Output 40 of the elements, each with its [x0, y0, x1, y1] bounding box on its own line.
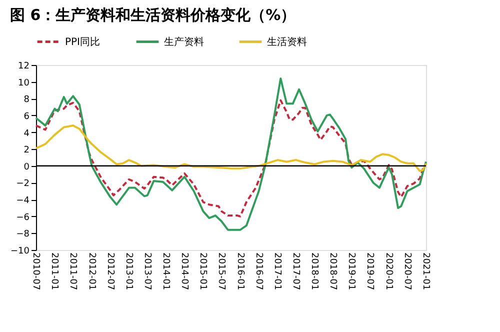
y-tick-label: 10: [18, 78, 30, 88]
legend-label: 生活资料: [267, 36, 307, 48]
y-tick-label: −2: [16, 179, 30, 190]
y-tick-label: 0: [24, 162, 30, 172]
x-tick-label: 2015-01: [198, 252, 208, 290]
legend-label: 生产资料: [164, 36, 204, 48]
y-tick-label: −6: [16, 212, 30, 223]
y-tick-label: 6: [24, 112, 30, 122]
x-tick-label: 2020-07: [402, 252, 412, 290]
y-tick-label: −10: [10, 246, 30, 256]
x-tick-label: 2013-01: [124, 252, 134, 290]
y-tick-label: 4: [24, 128, 30, 139]
x-tick-label: 2017-01: [272, 252, 282, 290]
x-tick-label: 2019-07: [364, 252, 375, 290]
x-tick-label: 2017-07: [290, 252, 300, 290]
x-tick-label: 2016-01: [234, 252, 245, 290]
legend-label: PPI同比: [65, 36, 100, 48]
chart-title: 图 6：生产资料和生活资料价格变化（%）: [10, 6, 296, 24]
x-tick-label: 2018-01: [309, 252, 320, 290]
x-tick-label: 2020-01: [383, 252, 394, 290]
x-tick-label: 2011-01: [49, 252, 60, 290]
x-tick-label: 2021-01: [420, 252, 430, 290]
x-tick-label: 2014-01: [160, 252, 171, 290]
x-tick-label: 2013-07: [142, 252, 152, 290]
y-tick-label: −8: [16, 230, 30, 240]
x-tick-label: 2012-01: [86, 252, 96, 290]
x-tick-label: 2019-01: [346, 252, 356, 290]
y-tick-label: 12: [18, 62, 30, 72]
x-tick-label: 2018-07: [328, 252, 338, 290]
x-tick-label: 2010-07: [30, 252, 40, 290]
x-tick-label: 2011-07: [68, 252, 78, 290]
y-tick-label: 2: [24, 146, 30, 156]
x-tick-label: 2015-07: [216, 252, 226, 290]
x-tick-label: 2012-07: [104, 252, 115, 290]
x-tick-label: 2016-07: [253, 252, 264, 290]
y-tick-label: 8: [24, 95, 30, 106]
x-tick-label: 2014-07: [179, 252, 189, 290]
line-series: [35, 124, 427, 172]
line-series: [35, 77, 427, 231]
y-tick-label: −4: [16, 196, 30, 206]
